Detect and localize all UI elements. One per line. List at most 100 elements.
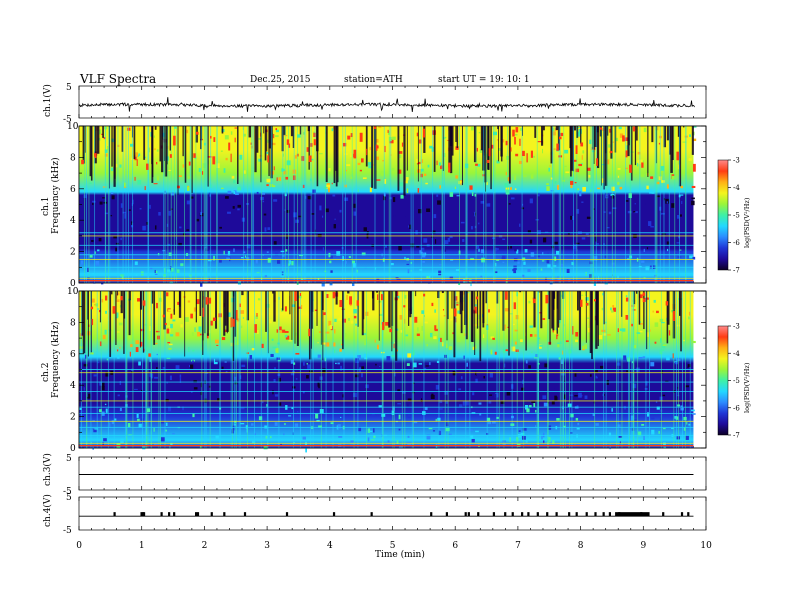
- spectrogram-cell: [175, 365, 180, 370]
- spectrogram-cell: [83, 193, 87, 198]
- sferic-line: [132, 126, 134, 283]
- spectrogram-cell: [94, 251, 96, 254]
- spectrogram-cell: [445, 427, 450, 432]
- spectrogram-cell: [547, 264, 551, 269]
- spectrogram-cell: [682, 141, 687, 143]
- spectrogram-cell: [352, 282, 355, 287]
- spectrogram-cell: [285, 176, 289, 180]
- spectrogram-cell: [167, 325, 171, 327]
- spectrogram-cell: [206, 333, 209, 339]
- spectrogram-cell: [134, 155, 137, 161]
- spectrogram-cell: [563, 425, 566, 429]
- spectrogram-cell: [687, 364, 692, 368]
- spectrogram-streak: [666, 126, 670, 141]
- spectrogram-cell: [155, 342, 158, 345]
- spectrogram-cell: [544, 231, 549, 233]
- spectrogram-cell: [138, 361, 141, 366]
- spectrogram-cell: [543, 402, 548, 407]
- spectrogram-cell: [459, 404, 463, 408]
- spectrogram-cell: [457, 338, 461, 343]
- spectrogram-cell: [662, 394, 666, 397]
- spectrogram-cell: [168, 309, 172, 312]
- spectrogram-streak: [541, 126, 544, 146]
- spectrogram-cell: [390, 263, 394, 266]
- spectrogram-cell: [557, 344, 560, 348]
- spectrogram-cell: [353, 203, 356, 208]
- spectrogram-cell: [564, 149, 569, 154]
- spectrogram-hotspot: [195, 131, 199, 135]
- spectrogram-cell: [319, 205, 322, 211]
- spectrogram-hotspot: [156, 161, 158, 165]
- spectrogram-cell: [472, 375, 476, 380]
- spectrogram-cell: [433, 336, 437, 340]
- spectrogram-cell: [399, 182, 403, 187]
- spectrogram-cell: [641, 260, 645, 263]
- spectrogram-cell: [286, 209, 290, 213]
- spectrogram-cell: [570, 183, 573, 189]
- spectrogram-streak: [388, 291, 391, 328]
- spectrogram-cell: [116, 312, 119, 318]
- spectrogram-cell: [645, 392, 649, 396]
- spectrogram-cell: [656, 181, 660, 185]
- sferic-line: [600, 126, 602, 283]
- spectrogram-cell: [177, 397, 180, 402]
- spectrogram-streak: [465, 291, 468, 340]
- ch4-pulse: [285, 512, 289, 517]
- spectrogram-cell: [508, 203, 511, 205]
- spectrogram-cell: [405, 177, 409, 181]
- spectrogram-streak: [310, 291, 312, 349]
- ch1-frequency-tick-label: 0: [70, 279, 76, 289]
- spectrogram-streak: [498, 126, 499, 162]
- spectrogram-cell: [494, 351, 498, 355]
- spectrogram-cell: [284, 334, 288, 338]
- spectrogram-cell: [504, 369, 507, 373]
- spectrogram-cell: [478, 131, 481, 134]
- spectrogram-cell: [644, 218, 647, 223]
- spectrogram-cell: [425, 182, 428, 185]
- spectrogram-streak: [448, 126, 451, 168]
- spectrogram-hotspot: [193, 153, 196, 158]
- sferic-line: [442, 126, 444, 283]
- spectrogram-cell: [451, 388, 454, 393]
- spectrogram-cell: [568, 349, 572, 354]
- spectrogram-cell: [514, 241, 519, 244]
- spectrogram-cell: [381, 171, 384, 176]
- spectrogram-streak: [548, 291, 551, 320]
- spectrogram-cell: [489, 394, 493, 396]
- spectrogram-cell: [225, 196, 229, 199]
- ch4-pulse: [504, 512, 507, 517]
- spectrogram-cell: [100, 298, 104, 303]
- spectrogram-streak: [555, 126, 559, 130]
- spectrogram-cell: [597, 229, 599, 232]
- spectrogram-cell: [466, 362, 468, 367]
- spectrogram-hotspot: [633, 126, 636, 132]
- spectrogram-cell: [608, 432, 612, 437]
- spectrogram-cell: [225, 371, 228, 373]
- spectrogram-cell: [688, 423, 691, 426]
- spectrogram-cell: [404, 256, 406, 260]
- spectrogram-hotspot: [105, 295, 108, 301]
- spectrogram-cell: [573, 159, 577, 162]
- spectrogram-streak: [490, 126, 492, 190]
- ch4-pulse: [575, 512, 578, 517]
- spectrogram-streak: [482, 291, 485, 328]
- spectrogram-cell: [567, 372, 569, 378]
- sferic-line: [674, 126, 676, 283]
- spectrogram-streak: [335, 291, 338, 305]
- sferic-line: [303, 126, 305, 283]
- sferic-line: [410, 126, 412, 283]
- spectrogram-hotspot: [414, 316, 418, 323]
- spectrogram-cell: [271, 142, 276, 146]
- spectrogram-hotspot: [580, 299, 583, 307]
- spectrogram-cell: [370, 384, 374, 388]
- sferic-line: [388, 126, 390, 283]
- spectrogram-cell: [338, 436, 343, 438]
- spectrogram-cell: [153, 427, 155, 432]
- start-time-label: start UT = 19: 10: 1: [438, 75, 530, 85]
- sferic-line: [297, 126, 299, 283]
- spectrogram-cell: [546, 136, 548, 141]
- spectrogram-streak: [322, 291, 324, 361]
- spectrogram-cell: [94, 304, 97, 306]
- spectrogram-cell: [295, 332, 298, 336]
- spectrogram-cell: [626, 370, 630, 372]
